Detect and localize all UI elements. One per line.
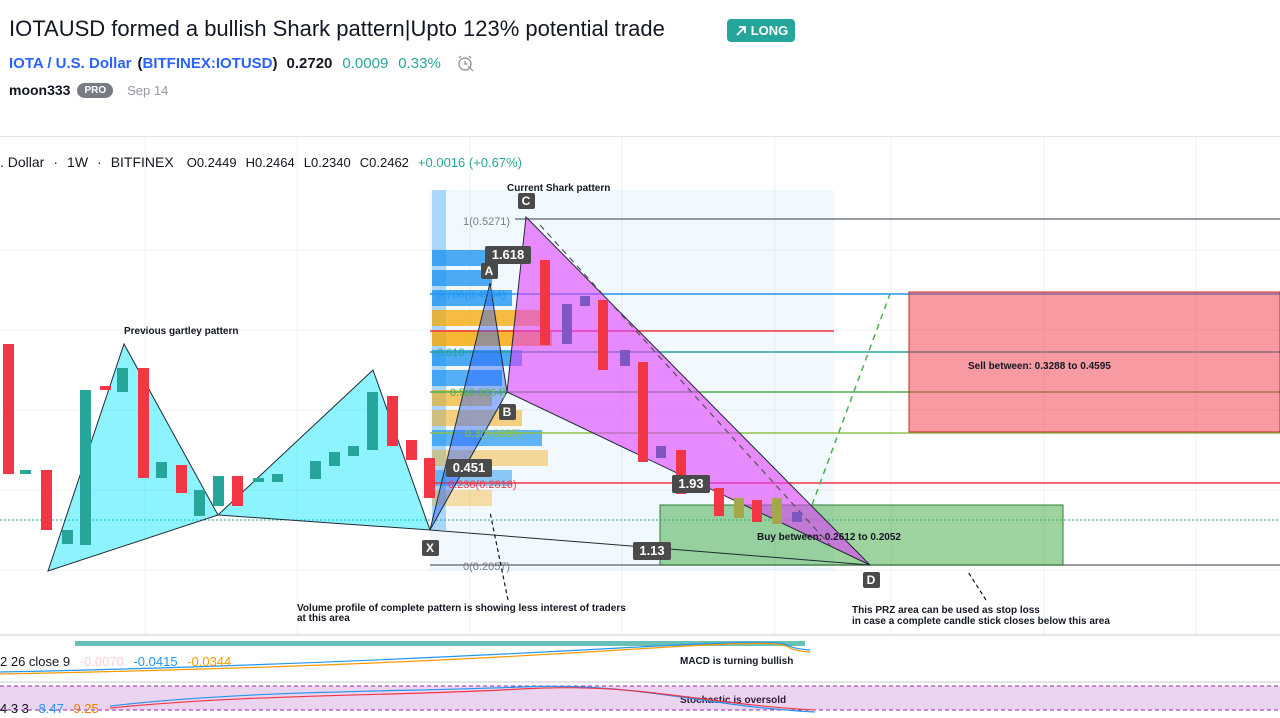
legend-high: H0.2464 [245,154,295,170]
macd-params[interactable]: 2 26 close 9 [0,654,71,669]
long-badge: LONG [727,19,795,42]
legend-sep-1: · [53,154,59,170]
macd-hist-value: -0.0070 [79,654,124,669]
symbol-change: 0.0009 [342,54,389,72]
legend-change: +0.0016 (+0.67%) [417,154,522,170]
sell-zone-label: Sell between: 0.3288 to 0.4595 [968,361,1111,372]
volume-note-line2: at this area [297,613,350,624]
buy-zone [659,504,1064,566]
symbol-row: IOTA / U.S. Dollar ( BITFINEX:IOTUSD ) 0… [9,53,475,73]
symbol-change-pct: 0.33% [398,54,441,72]
alarm-clock-icon[interactable] [455,53,475,73]
sell-zone [908,291,1280,433]
fib-label-618: 0.618 [437,347,465,359]
idea-header: IOTAUSD formed a bullish Shark pattern|U… [0,0,1280,136]
legend-close: C0.2462 [359,154,409,170]
header-divider [0,136,1280,137]
legend-low: L0.2340 [303,154,351,170]
shark-dashed [539,224,831,546]
arrow-up-right-icon [736,25,746,36]
macd-signal-value: -0.0344 [187,654,232,669]
fib-label-382: 0.3(0.3285) [465,428,521,440]
idea-title: IOTAUSD formed a bullish Shark pattern|U… [9,16,665,41]
prz-note-line1: This PRZ area can be used as stop loss [852,605,1040,616]
point-a: A [485,264,494,278]
publish-date: Sep 14 [127,82,169,98]
annotation-arrows [489,511,987,601]
prz-note-line2: in case a complete candle stick closes b… [852,616,1110,627]
symbol-paren-close: ) [272,54,278,72]
buy-zone-label: Buy between: 0.2612 to 0.2052 [757,532,901,543]
point-x: X [426,541,434,555]
price-chart[interactable]: 1(0.5271) 0.786(0.4584) 0.618 0.5(0.3664… [0,137,1280,718]
projection-dashed [811,293,891,506]
symbol-price: 0.2720 [286,54,333,72]
ratio-113: 1.13 [639,543,664,558]
stoch-params[interactable]: 4 3 3 [0,701,29,716]
candles [3,260,802,545]
point-c: C [522,194,531,208]
chart-legend: . Dollar · 1W · BITFINEX O0.2449 H0.2464… [0,154,522,170]
stoch-legend: 4 3 3 8.47 9.25 [0,701,99,716]
fib-label-786: 0.786(0.4584) [437,289,506,301]
pattern-points: X A B C D [422,193,880,588]
legend-interval[interactable]: 1W [67,154,89,170]
pro-badge: PRO [77,82,114,98]
ratio-451: 0.451 [453,460,486,475]
legend-open: O0.2449 [186,154,237,170]
stochastic-pane [0,685,1280,713]
ratio-labels: 1.618 0.451 1.93 1.13 [446,246,710,560]
previous-gartley-label: Previous gartley pattern [124,326,238,337]
fib-label-1: 1(0.5271) [463,216,510,228]
author-name[interactable]: moon333 [9,82,71,98]
stoch-k-value: 8.47 [38,701,64,716]
stoch-d-value: 9.25 [73,701,99,716]
symbol-paren-open: ( [137,54,143,72]
legend-sep-2: · [97,154,102,170]
legend-exchange: BITFINEX [110,154,174,170]
legend-symbol[interactable]: . Dollar [0,154,45,170]
fib-label-236: 0.236(0.2816) [448,479,517,491]
stoch-note: Stochastic is oversold [680,695,786,706]
fib-label-5: 0.5(0.3664) [450,387,506,399]
macd-legend: 2 26 close 9 -0.0070 -0.0415 -0.0344 [0,654,231,669]
current-shark-label: Current Shark pattern [507,183,610,194]
point-d: D [867,573,876,587]
long-badge-label: LONG [750,23,789,38]
volume-note-line1: Volume profile of complete pattern is sh… [297,603,626,614]
macd-pane [0,641,811,675]
macd-note: MACD is turning bullish [680,656,793,667]
ratio-193: 1.93 [678,476,703,491]
fib-label-0: 0(0.2057) [463,561,510,573]
author-row: moon333 PRO Sep 14 [9,82,168,98]
ratio-1618: 1.618 [492,247,525,262]
macd-line-value: -0.0415 [133,654,178,669]
point-b: B [503,405,512,419]
symbol-name-link[interactable]: IOTA / U.S. Dollar [9,54,132,72]
gartley-pattern [47,342,431,572]
symbol-exchange-link[interactable]: BITFINEX:IOTUSD [142,54,273,72]
